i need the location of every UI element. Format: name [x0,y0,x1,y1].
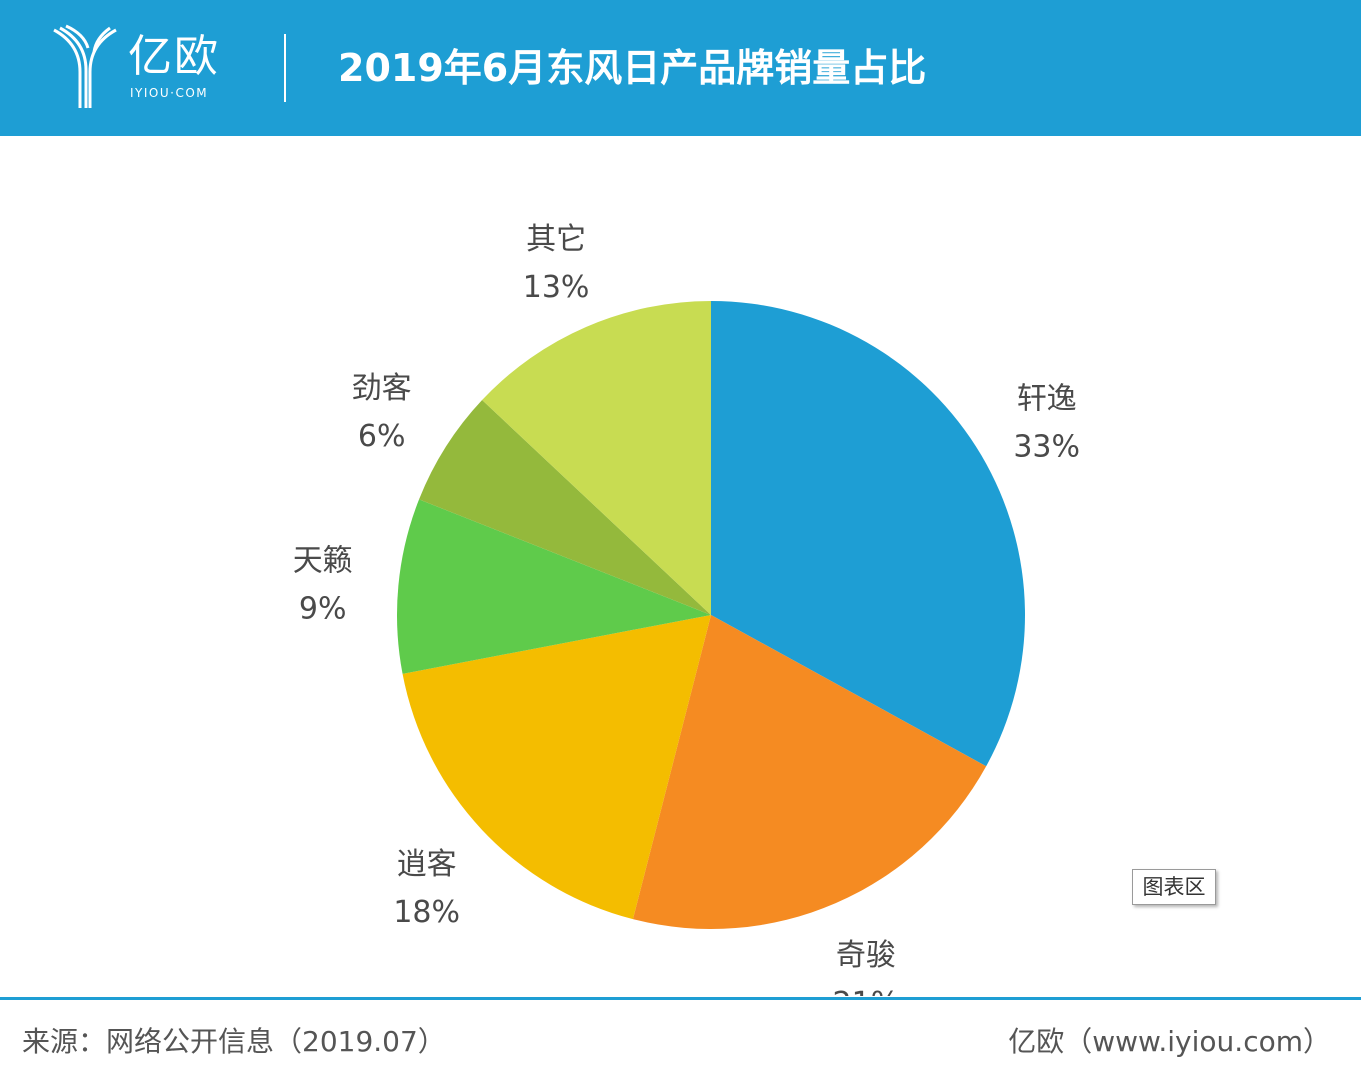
chart-area-button[interactable]: 图表区 [1132,869,1216,905]
slice-label: 其它 [526,222,586,257]
source-text: 来源：网络公开信息（2019.07） [22,1025,446,1058]
slice-label: 天籁 [293,543,353,578]
pie-slice [419,400,711,615]
logo: 亿欧 IYIOU·COM [50,22,240,114]
slice-label: 劲客 [352,371,412,406]
pie-chart: 轩逸 33% 奇骏 21% 逍客 18% 天籁 9% 劲客 6% 其它 13% [293,222,1080,996]
header-bar: 亿欧 IYIOU·COM 2019年6月东风日产品牌销量占比 [0,0,1361,136]
logo-mark-icon [53,24,117,108]
footer-divider [0,997,1361,1000]
slice-label: 轩逸 [1017,382,1077,417]
site-text: 亿欧（www.iyiou.com） [1008,1025,1331,1058]
slice-percent-label: 6% [358,419,406,454]
header-divider [284,34,286,102]
slice-percent-label: 13% [523,270,590,305]
pie-slices [396,301,1025,930]
slice-label: 奇骏 [836,938,896,973]
slice-label: 逍客 [397,847,457,882]
logo-subtext: IYIOU·COM [130,86,209,100]
pie-slice [711,301,1025,767]
pie-slice [632,615,987,930]
slice-percent-label: 33% [1013,430,1080,465]
slice-percent-label: 18% [393,895,460,930]
chart-title: 2019年6月东风日产品牌销量占比 [338,46,927,90]
pie-labels: 轩逸 33% 奇骏 21% 逍客 18% 天籁 9% 劲客 6% 其它 13% [293,222,1080,996]
pie-slice [396,499,711,674]
slice-percent-label: 9% [299,591,347,626]
pie-slice [482,301,711,615]
slice-percent-label: 21% [833,986,900,996]
pie-slice [402,615,711,920]
logo-text: 亿欧 [128,31,220,82]
